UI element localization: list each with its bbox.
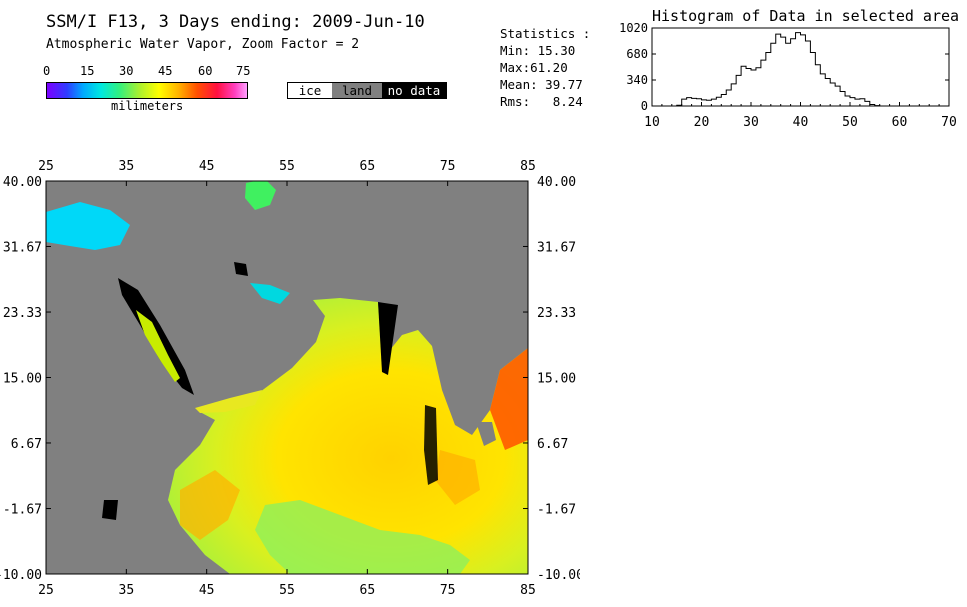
map-y-tick-label-left: 40.00: [3, 175, 42, 190]
map-x-tick-label-bottom: 35: [119, 583, 135, 598]
warm-patch-west: [180, 470, 240, 540]
indian-ocean: [168, 298, 528, 574]
histogram-y-tick-label: 680: [626, 47, 648, 61]
histogram-frame: [651, 27, 950, 107]
map-x-tick-label-top: 55: [279, 159, 295, 174]
sri-lanka: [476, 422, 496, 446]
histogram-x-ticks: 10 20 30 40 50 60 70: [644, 102, 957, 130]
map-y-tick-label-right: 15.00: [537, 372, 576, 387]
map-y-tick-label-right: 6.67: [537, 437, 568, 452]
legend-land: land: [332, 83, 382, 98]
stat-min-label: Min:: [500, 43, 531, 58]
page-title: SSM/I F13, 3 Days ending: 2009-Jun-10: [46, 12, 425, 32]
histogram-chart: Histogram of Data in selected area 10206…: [619, 7, 959, 130]
map-y-ticks-left: 40.00 31.67 23.33 15.00 6.67 -1.67 -10.00: [0, 175, 51, 583]
map-x-tick-label-top: 25: [38, 159, 54, 174]
map-x-tick-label-bottom: 75: [440, 583, 456, 598]
stat-min: Min: 15.30: [500, 42, 590, 59]
map-x-tick-label-bottom: 55: [279, 583, 295, 598]
histogram-x-tick-label: 30: [743, 115, 759, 130]
histogram-series-line: [676, 32, 905, 107]
histogram-x-tick-label: 20: [694, 115, 710, 130]
histogram-x-tick-label: 70: [941, 115, 957, 130]
colorbar-unit-label: milimeters: [111, 99, 184, 113]
stat-mean-value: 39.77: [545, 77, 583, 92]
legend-ice: ice: [288, 83, 332, 98]
map-y-tick-label-left: 15.00: [3, 372, 42, 387]
histogram-y-tick-label: 1020: [619, 21, 648, 35]
histogram-x-tick-label: 10: [644, 115, 660, 130]
colorbar-tick-60: 60: [198, 64, 213, 78]
map-y-ticks-right: 40.00 31.67 23.33 15.00 6.67 -1.67 -10.00: [523, 175, 580, 583]
map-image: [46, 181, 528, 574]
map-x-tick-label-top: 75: [440, 159, 456, 174]
lake-victoria-no-data: [102, 500, 118, 520]
southern-moist-band: [255, 500, 470, 574]
map-x-tick-label-top: 85: [520, 159, 536, 174]
colorbar-tick-30: 30: [119, 64, 134, 78]
map-y-tick-label-right: -10.00: [537, 568, 580, 583]
map-x-tick-label-top: 45: [199, 159, 215, 174]
stat-rms-label: Rms:: [500, 94, 531, 109]
map-x-tick-label-bottom: 65: [360, 583, 376, 598]
histogram-y-ticks: 1020 680 340 0: [619, 21, 949, 113]
page-subtitle: Atmospheric Water Vapor, Zoom Factor = 2: [46, 37, 360, 52]
histogram-y-tick-label: 340: [626, 73, 648, 87]
map-x-tick-label-bottom: 85: [520, 583, 536, 598]
persian-gulf: [250, 283, 290, 304]
stat-rms-value: 8.24: [552, 94, 583, 109]
histogram-title: Histogram of Data in selected area: [652, 7, 959, 25]
maldives-no-data: [424, 405, 438, 485]
map-y-tick-label-right: 23.33: [537, 306, 576, 321]
red-sea: [136, 310, 180, 382]
stat-max: Max:61.20: [500, 59, 590, 76]
colorbar-tick-45: 45: [158, 64, 173, 78]
stat-rms: Rms: 8.24: [500, 93, 590, 110]
map-y-tick-label-right: -1.67: [537, 503, 576, 518]
map-y-tick-label-left: 6.67: [11, 437, 42, 452]
gulf-of-khambhat-no-data: [378, 302, 398, 375]
map-y-tick-label-left: 23.33: [3, 306, 42, 321]
histogram-x-tick-label: 50: [842, 115, 858, 130]
map-y-tick-label-left: 31.67: [3, 240, 42, 255]
map-x-tick-label-bottom: 25: [38, 583, 54, 598]
colorbar: [46, 82, 248, 99]
map-y-tick-label-right: 31.67: [537, 240, 576, 255]
histogram-x-tick-label: 40: [793, 115, 809, 130]
colorbar-tick-0: 0: [43, 64, 51, 78]
warm-patch-east: [435, 450, 480, 505]
map-x-ticks-top: 25 35 45 55 65 75 85: [38, 159, 536, 186]
no-data-speck-gulf: [234, 262, 248, 276]
statistics-title: Statistics :: [500, 26, 591, 41]
statistics-panel: Statistics : Min: 15.30 Max:61.20 Mean: …: [500, 25, 590, 110]
stat-min-value: 15.30: [537, 43, 576, 58]
caspian-sea: [245, 181, 276, 210]
legend-no-data: no data: [382, 83, 446, 98]
map-y-tick-label-left: -10.00: [0, 568, 42, 583]
bay-of-bengal-patch: [490, 348, 528, 450]
map-x-tick-label-bottom: 45: [199, 583, 215, 598]
stat-mean: Mean: 39.77: [500, 76, 590, 93]
map-y-tick-label-left: -1.67: [3, 503, 42, 518]
gulf-of-aden: [195, 390, 262, 413]
histogram-y-tick-label: 0: [641, 99, 648, 113]
colorbar-tick-15: 15: [80, 64, 95, 78]
map-y-tick-label-right: 40.00: [537, 175, 576, 190]
map-x-ticks-bottom: 25 35 45 55 65 75 85: [38, 569, 536, 598]
stat-max-label: Max:: [500, 60, 531, 75]
stat-max-value: 61.20: [530, 60, 568, 75]
mediterranean-sea: [46, 202, 130, 250]
map-x-tick-label-top: 35: [119, 159, 135, 174]
map-x-tick-label-top: 65: [360, 159, 376, 174]
colorbar-tick-75: 75: [236, 64, 251, 78]
surface-legend: ice land no data: [287, 82, 447, 99]
stat-mean-label: Mean:: [500, 77, 538, 92]
histogram-x-tick-label: 60: [892, 115, 908, 130]
water-vapor-map: 25 35 45 55 65 75 85 25 35 45 55 65 75 85 40.00 31.67…: [0, 159, 580, 598]
